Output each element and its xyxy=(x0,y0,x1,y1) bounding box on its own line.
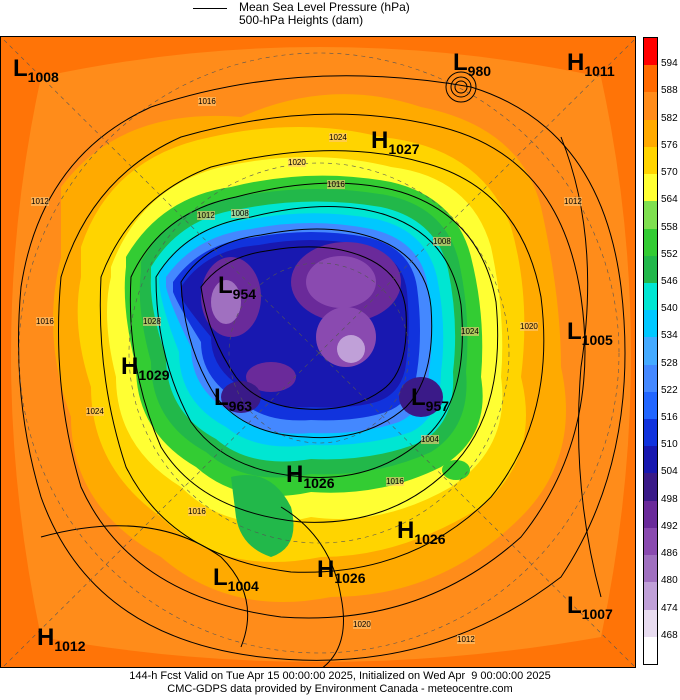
colorbar-label: 552 xyxy=(661,248,678,260)
isobar-label: 1024 xyxy=(461,327,479,336)
height-field xyxy=(1,37,635,667)
colorbar-segment xyxy=(644,364,657,393)
high-pressure-label: H1011 xyxy=(567,49,615,79)
high-pressure-label: H1026 xyxy=(286,461,335,491)
isobar-label: 1008 xyxy=(231,209,249,218)
colorbar-label: 594 xyxy=(661,58,678,70)
colorbar-label: 510 xyxy=(661,439,678,451)
colorbar-segment xyxy=(644,255,657,284)
colorbar-segment xyxy=(644,636,657,665)
isobar-label: 1004 xyxy=(421,435,439,444)
colorbar-label: 504 xyxy=(661,466,678,478)
credit-text: CMC-GDPS data provided by Environment Ca… xyxy=(167,683,513,695)
isobar-label: 1016 xyxy=(188,507,206,516)
colorbar-label: 480 xyxy=(661,575,678,587)
legend-mslp-label: Mean Sea Level Pressure (hPa) xyxy=(239,0,410,14)
colorbar-segment xyxy=(644,174,657,202)
low-pressure-label: L980 xyxy=(453,49,492,79)
colorbar-label: 570 xyxy=(661,167,678,179)
high-pressure-label: H1026 xyxy=(397,517,446,547)
isobars xyxy=(18,71,626,667)
isobar-label: 1008 xyxy=(433,237,451,246)
colorbar-label: 492 xyxy=(661,520,678,532)
colorbar-segment xyxy=(644,282,657,311)
map-footer: 144-h Fcst Valid on Tue Apr 15 00:00:00 … xyxy=(0,670,680,696)
low-pressure-label: L1007 xyxy=(567,592,613,622)
high-pressure-label: H1027 xyxy=(371,127,420,157)
colorbar-label: 474 xyxy=(661,602,678,614)
colorbar-label: 576 xyxy=(661,139,678,151)
low-pressure-label: L954 xyxy=(218,272,257,302)
colorbar-segment xyxy=(644,609,657,638)
forecast-map: L1008 L980 H1011 H1027 L954 H1029 L1005 … xyxy=(0,36,636,668)
high-pressure-label: H1026 xyxy=(317,556,366,586)
isobar-label: 1016 xyxy=(327,180,345,189)
colorbar-segment xyxy=(644,391,657,420)
isobar-label: 1020 xyxy=(353,620,371,629)
isobar-label: 1016 xyxy=(386,477,404,486)
isobar-label: 1020 xyxy=(520,322,538,331)
colorbar-label: 498 xyxy=(661,493,678,505)
isobar-label: 1012 xyxy=(197,211,215,220)
isobar-label: 1016 xyxy=(198,97,216,106)
colorbar-label: 588 xyxy=(661,85,678,97)
colorbar-segment xyxy=(644,337,657,366)
colorbar-label: 540 xyxy=(661,303,678,315)
colorbar-segment xyxy=(644,555,657,583)
isobar-label: 1024 xyxy=(329,133,347,142)
low-pressure-label: L957 xyxy=(411,384,450,414)
colorbar-segment xyxy=(644,201,657,229)
colorbar-label: 528 xyxy=(661,357,678,369)
colorbar-segment xyxy=(644,65,657,93)
isobar-label: 1012 xyxy=(457,635,475,644)
valid-time-text: 144-h Fcst Valid on Tue Apr 15 00:00:00 … xyxy=(129,670,551,682)
isobar-label: 1016 xyxy=(36,317,54,326)
high-pressure-label: H1029 xyxy=(121,353,170,383)
isobar-label: 1024 xyxy=(86,407,104,416)
low-pressure-label: L1005 xyxy=(567,318,613,348)
colorbar-segment xyxy=(644,582,657,611)
colorbar-segment xyxy=(644,119,657,148)
low-pressure-label: L1004 xyxy=(213,564,259,594)
colorbar-label: 582 xyxy=(661,112,678,124)
colorbar-segment xyxy=(644,527,657,556)
low-pressure-label: L963 xyxy=(214,384,253,414)
colorbar-segment xyxy=(644,92,657,121)
colorbar-segment xyxy=(644,310,657,338)
legend-heights-label: 500-hPa Heights (dam) xyxy=(239,13,364,27)
isobar-label: 1028 xyxy=(143,317,161,326)
isobar-label: 1012 xyxy=(31,197,49,206)
map-legend: Mean Sea Level Pressure (hPa) 500-hPa He… xyxy=(0,0,680,36)
colorbar-label: 546 xyxy=(661,275,678,287)
colorbar-label: 564 xyxy=(661,194,678,206)
colorbar-label: 468 xyxy=(661,629,678,641)
colorbar-label: 486 xyxy=(661,548,678,560)
colorbar-label: 522 xyxy=(661,384,678,396)
colorbar-label: 534 xyxy=(661,330,678,342)
isobar-label: 1020 xyxy=(288,158,306,167)
colorbar-segment xyxy=(644,473,657,502)
colorbar-label: 558 xyxy=(661,221,678,233)
low-pressure-label: L1008 xyxy=(13,55,59,85)
colorbar-segment xyxy=(644,228,657,257)
isobar-line-sample xyxy=(193,8,227,9)
graticule xyxy=(1,37,635,667)
colorbar-label: 516 xyxy=(661,412,678,424)
colorbar-segment xyxy=(644,419,657,447)
colorbar-segment xyxy=(644,146,657,175)
colorbar-segment xyxy=(644,500,657,529)
high-pressure-label: H1012 xyxy=(37,624,86,654)
colorbar-segment xyxy=(644,38,657,66)
colorbar xyxy=(643,37,658,665)
isobar-label: 1012 xyxy=(564,197,582,206)
colorbar-segment xyxy=(644,446,657,474)
